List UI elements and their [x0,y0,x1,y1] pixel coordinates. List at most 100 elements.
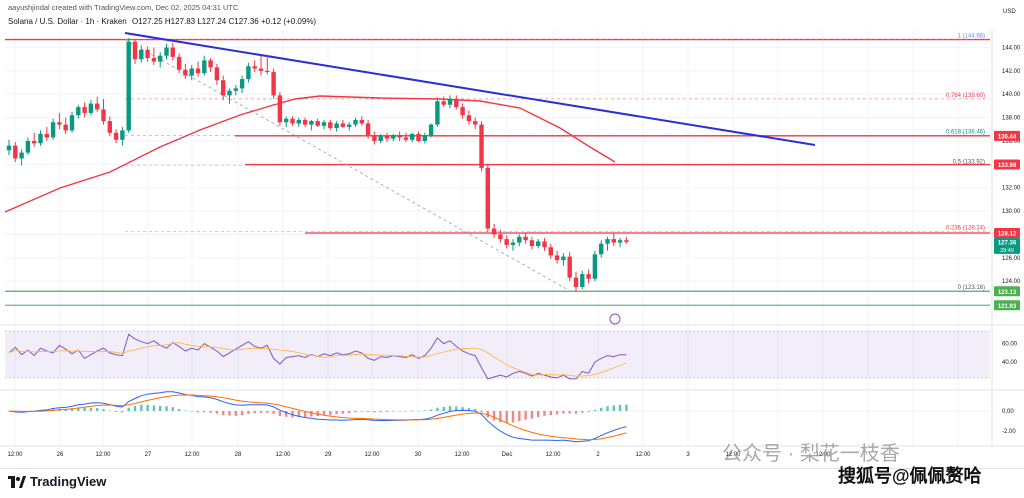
candle-body [309,121,314,125]
macd-histogram-bar [247,411,250,414]
countdown-tag: 28:49 [1000,248,1014,254]
macd-histogram-bar [499,411,502,423]
macd-histogram-bar [511,411,515,423]
candle-body [365,123,371,136]
macd-histogram-bar [612,405,615,411]
candle-body [479,124,484,168]
macd-histogram-bar [89,407,93,411]
macd-histogram-bar [341,411,345,414]
time-tick-label: 12:00 [184,452,200,458]
macd-histogram-bar [474,409,477,411]
macd-histogram-bar [316,411,319,417]
macd-histogram-bar [518,411,521,422]
macd-histogram-bar [423,410,426,411]
time-tick-label: 12:00 [364,452,380,458]
candle-body [504,239,509,245]
macd-histogram-bar [222,411,225,416]
macd-histogram-bar [411,410,414,412]
candle-body [6,145,12,151]
candle-body [611,239,616,243]
time-tick-label: 27 [145,452,152,458]
macd-histogram-bar [618,404,622,411]
time-tick-label: 3 [686,452,690,458]
macd-histogram-bar [133,405,137,411]
candle-body [227,90,232,96]
candle-body [328,122,333,129]
candle-body [359,119,364,124]
candle-body [126,41,131,131]
tradingview-logo[interactable]: TradingView [8,474,106,489]
candle-body [372,135,377,141]
fib-label-0618: 0.618 (136.46) [946,130,985,136]
macd-histogram-bar [291,411,294,418]
candle-body [265,70,270,73]
candle-body [536,241,541,247]
time-tick-label: 12:00 [275,452,291,458]
time-tick-label: Dec [502,452,513,458]
macd-histogram-bar [114,411,118,412]
macd-line [8,391,627,443]
candle-body [246,66,251,80]
candle-body [189,68,194,76]
candle-body [485,167,490,229]
candle-body [132,41,138,60]
macd-histogram-bar [581,411,584,413]
candle-body [76,107,81,116]
macd-histogram-bar [159,405,162,411]
candle-body [221,80,226,96]
macd-histogram-bar [329,411,332,415]
candle-body [466,115,472,122]
candle-body [580,274,585,287]
candle-body [422,135,427,141]
macd-histogram-bar [448,406,452,411]
price-tick-label: 124.00 [1002,279,1021,285]
symbol-header: Solana / U.S. Dollar · 1h · Kraken O127.… [8,17,316,26]
fib-label-1: 1 (144.68) [958,34,985,40]
fib-label-0236: 0.236 (128.24) [946,226,985,232]
candle-body [599,243,604,255]
candle-body [252,66,257,69]
macd-histogram-bar [461,407,464,411]
current-price-tag: 127.36 [998,240,1017,246]
current-price-tag-bg [994,237,1020,254]
currency-label: USD [1003,9,1016,15]
candle-body [460,107,465,116]
candle-body [13,145,18,159]
price-tag-134: 133.98 [998,163,1017,169]
fib-diagonal-line [124,39,571,292]
candle-body [397,135,402,138]
candle-body [542,241,547,248]
macd-histogram-bar [442,406,445,411]
macd-histogram-bar [505,411,508,423]
macd-histogram-bar [524,411,527,420]
candle-body [473,121,478,125]
candle-body [107,121,112,133]
macd-histogram-bar [196,411,200,413]
macd-tick-label: -2.00 [1002,429,1016,435]
price-tick-label: 140.00 [1002,92,1021,98]
macd-histogram-bar [266,411,269,413]
macd-histogram-bar [177,408,181,411]
candle-body [340,123,346,127]
time-tick-label: 12:00 [725,452,741,458]
macd-histogram-bar [379,411,382,413]
macd-histogram-bar [530,411,534,419]
candle-body [523,236,528,241]
candle-body [347,124,352,127]
time-tick-label: 26 [57,452,64,458]
macd-histogram-bar [555,411,559,415]
candle-body [50,122,56,138]
macd-histogram-bar [373,411,376,413]
macd-histogram-bar [492,411,496,421]
candle-body [95,103,100,110]
macd-histogram-bar [303,411,307,418]
candle-body [334,123,339,129]
rsi-tick-label: 60.00 [1002,342,1018,348]
macd-histogram-bar [467,408,471,411]
macd-histogram-bar [417,410,420,412]
macd-histogram-bar [209,411,212,413]
candle-body [510,242,516,245]
macd-histogram-bar [203,411,206,413]
